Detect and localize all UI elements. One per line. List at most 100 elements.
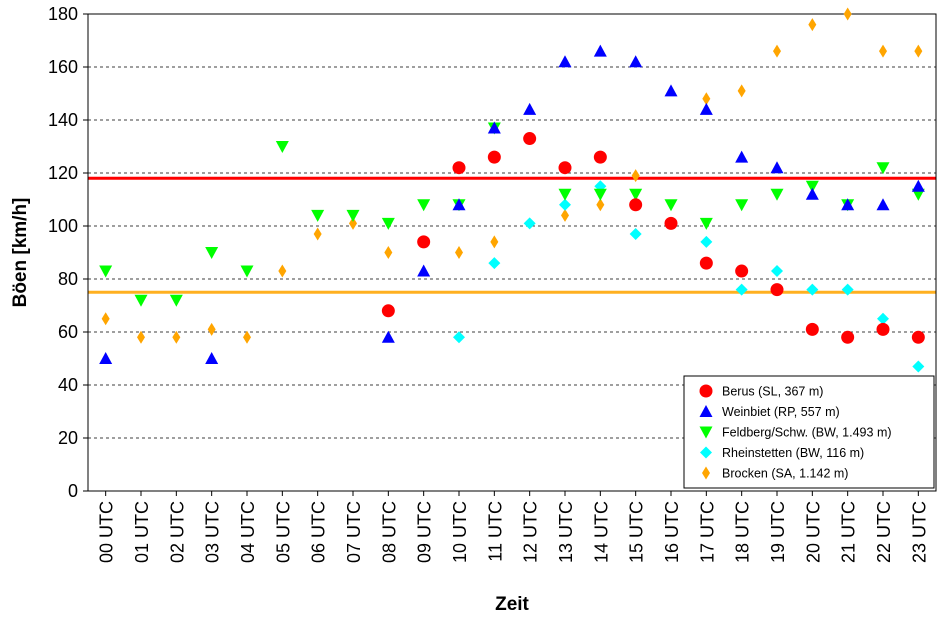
data-point — [876, 162, 890, 175]
x-tick-label: 21 UTC — [839, 501, 859, 563]
x-tick-label: 02 UTC — [167, 501, 187, 563]
y-tick-label: 100 — [48, 216, 78, 236]
x-axis-title: Zeit — [495, 594, 529, 615]
x-tick-label: 08 UTC — [379, 501, 399, 563]
x-axis: 00 UTC 01 UTC 02 UTC 03 UTC 04 UTC 05 UTC 06 U… — [97, 491, 929, 563]
data-point — [593, 150, 607, 164]
data-point — [773, 44, 781, 58]
data-point — [629, 55, 643, 68]
data-point — [453, 331, 465, 344]
data-point — [699, 102, 713, 115]
plot-area — [87, 13, 937, 492]
data-point — [169, 294, 183, 307]
data-point — [207, 322, 216, 336]
series-1 — [99, 44, 925, 364]
x-tick-label: 09 UTC — [415, 501, 435, 563]
data-point — [805, 187, 819, 200]
x-tick-label: 06 UTC — [309, 501, 329, 563]
legend-marker — [700, 446, 712, 459]
data-point — [523, 217, 536, 230]
data-point — [631, 169, 640, 183]
legend-label: Brocken (SA, 1.142 m) — [722, 467, 848, 481]
data-point — [911, 330, 925, 344]
data-point — [664, 199, 678, 212]
data-point — [559, 198, 571, 211]
data-point — [664, 84, 678, 97]
data-point — [770, 188, 784, 201]
legend-item: Feldberg/Schw. (BW, 1.493 m) — [699, 426, 892, 440]
data-point — [452, 198, 466, 211]
legend-item: Weinbiet (RP, 557 m) — [699, 405, 840, 419]
data-point — [735, 283, 748, 296]
data-point — [805, 322, 819, 336]
data-point — [877, 312, 889, 325]
series-4 — [101, 7, 923, 344]
data-point — [699, 217, 713, 230]
data-point — [593, 44, 607, 57]
data-point — [561, 208, 569, 222]
data-point — [593, 188, 607, 201]
legend-label: Weinbiet (RP, 557 m) — [722, 405, 840, 419]
x-tick-label: 15 UTC — [627, 501, 647, 563]
data-point — [629, 227, 642, 240]
data-point — [381, 304, 395, 318]
data-point — [629, 188, 643, 201]
legend-marker — [699, 384, 713, 398]
data-points — [99, 7, 925, 373]
data-point — [735, 150, 749, 163]
data-point — [770, 283, 784, 297]
legend-marker — [699, 426, 713, 439]
data-point — [558, 188, 572, 201]
data-point — [384, 246, 393, 259]
data-point — [172, 330, 181, 344]
data-point — [243, 330, 251, 344]
data-point — [911, 179, 925, 192]
x-tick-label: 20 UTC — [803, 501, 823, 563]
y-tick-label: 180 — [48, 4, 78, 24]
data-point — [879, 44, 887, 58]
y-tick-label: 40 — [58, 375, 78, 395]
legend-item: Brocken (SA, 1.142 m) — [702, 466, 848, 481]
y-tick-label: 160 — [48, 57, 78, 77]
data-point — [841, 330, 855, 344]
data-point — [488, 257, 501, 270]
data-point — [523, 132, 537, 146]
data-point — [240, 265, 254, 278]
legend-label: Feldberg/Schw. (BW, 1.493 m) — [722, 426, 892, 440]
data-point — [205, 247, 219, 259]
y-tick-label: 0 — [68, 481, 78, 501]
x-tick-label: 18 UTC — [733, 501, 753, 563]
y-tick-label: 20 — [58, 428, 78, 448]
data-point — [808, 18, 817, 32]
x-tick-label: 19 UTC — [768, 501, 788, 563]
data-point — [596, 198, 605, 212]
data-point — [841, 198, 855, 211]
data-point — [735, 199, 749, 212]
data-point — [99, 265, 113, 278]
legend-item: Berus (SL, 367 m) — [699, 384, 823, 399]
data-point — [702, 92, 711, 106]
reference-lines — [88, 176, 936, 294]
y-axis: 0 20 40 60 80 100 120 140 160 180 — [48, 4, 88, 501]
data-point — [841, 283, 854, 296]
data-point — [417, 199, 431, 212]
x-tick-label: 12 UTC — [521, 501, 541, 563]
x-tick-label: 23 UTC — [909, 501, 929, 563]
legend-box — [683, 375, 935, 489]
data-point — [381, 217, 395, 230]
data-point — [349, 216, 357, 230]
x-tick-label: 16 UTC — [662, 501, 682, 563]
data-point — [205, 352, 219, 364]
x-tick-label: 13 UTC — [556, 501, 576, 563]
data-point — [278, 264, 287, 278]
legend-marker — [699, 405, 713, 417]
data-point — [101, 312, 110, 326]
y-tick-label: 60 — [58, 322, 78, 342]
data-point — [490, 235, 499, 249]
data-point — [771, 265, 783, 278]
x-tick-label: 01 UTC — [132, 501, 152, 563]
data-point — [914, 44, 923, 58]
data-point — [629, 198, 643, 212]
data-point — [134, 294, 148, 307]
